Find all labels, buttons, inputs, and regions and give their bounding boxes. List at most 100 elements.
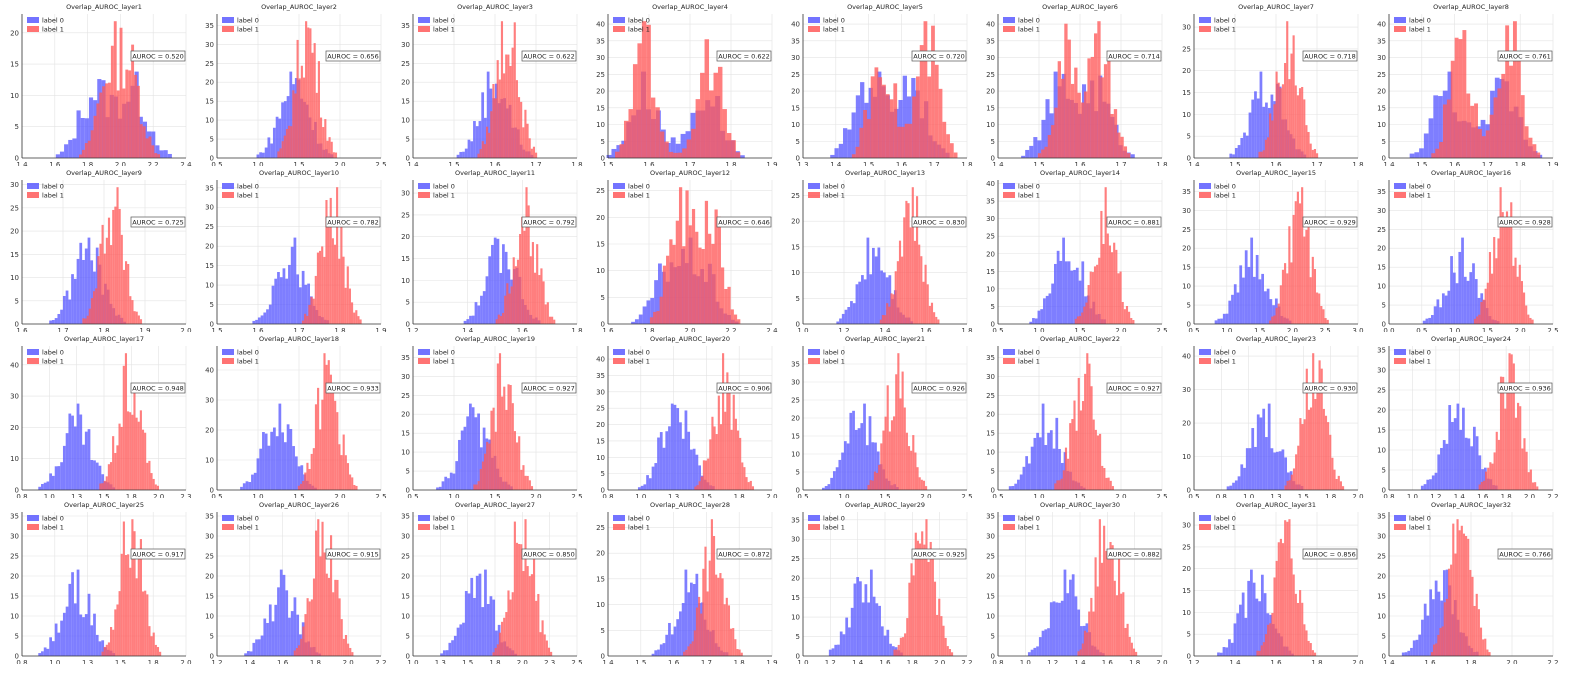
histogram-bar-label-0	[93, 613, 96, 656]
histogram-bar-label-0	[1230, 642, 1234, 656]
histogram-bar-label-1	[536, 593, 539, 656]
x-tick-label: 0.5	[993, 327, 1004, 332]
histogram-bar-label-1	[114, 609, 117, 656]
histogram-bar-label-1	[893, 83, 898, 158]
histogram-bar-label-0	[1249, 569, 1253, 656]
histogram-bar-label-1	[526, 566, 529, 656]
histogram-bar-label-0	[240, 486, 244, 490]
legend-swatch	[222, 524, 235, 530]
histogram-bar-label-1	[1092, 419, 1096, 490]
histogram-bar-label-1	[699, 613, 703, 656]
histogram-bar-label-0	[850, 301, 853, 324]
histogram-bar-label-1	[308, 304, 311, 324]
x-tick-label: 1.8	[1500, 493, 1511, 498]
histogram-bar-label-1	[517, 97, 520, 158]
histogram-bar-label-1	[336, 579, 339, 656]
histogram-bar-label-0	[1266, 288, 1269, 324]
y-tick-label: 10	[1182, 283, 1191, 291]
histogram-bar-label-1	[302, 626, 305, 656]
histogram-bar-label-1	[740, 652, 743, 656]
histogram-bar-label-0	[469, 141, 473, 158]
histogram-bar-label-0	[1028, 463, 1032, 490]
histogram-bar-label-0	[1014, 483, 1018, 490]
y-tick-label: 10	[986, 449, 995, 457]
histogram-bar-label-0	[453, 635, 457, 656]
histogram-bar-label-1	[1105, 477, 1108, 490]
y-tick-label: 35	[401, 354, 410, 362]
histogram-bar-label-0	[468, 403, 472, 490]
histogram-bar-label-1	[1113, 242, 1116, 324]
y-tick-label: 15	[401, 98, 410, 106]
auroc-label: AUROC = 0.830	[913, 219, 965, 227]
histogram-bar-label-1	[312, 298, 315, 324]
histogram-bar-label-1	[715, 434, 718, 490]
histogram-bar-label-1	[148, 136, 152, 158]
x-tick-label: 1.5	[701, 493, 712, 498]
histogram-bar-label-1	[1533, 482, 1536, 490]
histogram-bar-label-0	[1441, 293, 1445, 324]
histogram-bar-label-1	[926, 284, 929, 324]
histogram-bar-label-1	[1290, 558, 1293, 656]
histogram-bar-label-1	[870, 76, 875, 158]
y-tick-label: 15	[205, 262, 214, 270]
histogram-bar-label-1	[521, 465, 525, 490]
histogram-bar-label-1	[646, 24, 651, 158]
histogram-bar-label-0	[673, 404, 677, 490]
histogram-bar-label-1	[534, 600, 537, 656]
histogram-bar-label-0	[68, 413, 72, 490]
histogram-bar-label-0	[1076, 267, 1079, 324]
histogram-bar-label-1	[105, 644, 108, 656]
x-tick-label: 1.6	[896, 161, 908, 166]
histogram-bar-label-0	[479, 447, 483, 490]
y-tick-label: 5	[1186, 133, 1190, 141]
y-tick-label: 35	[1377, 513, 1386, 521]
histogram-bar-label-1	[1081, 102, 1085, 158]
histogram-bar-label-1	[504, 409, 507, 490]
y-tick-label: 30	[986, 215, 995, 223]
histogram-bar-label-0	[1238, 265, 1242, 324]
histogram-bar-label-1	[511, 592, 514, 656]
y-tick-label: 10	[1377, 121, 1386, 129]
histogram-bar-label-1	[141, 429, 145, 490]
x-tick-label: 2.5	[571, 659, 582, 664]
legend-label: label 1	[237, 358, 259, 366]
histogram-bar-label-1	[357, 316, 360, 324]
histogram-bar-label-1	[1309, 143, 1312, 158]
histogram-bar-label-1	[1275, 71, 1278, 158]
histogram-bar-label-1	[118, 591, 121, 656]
histogram-bar-label-1	[131, 414, 134, 490]
legend-swatch	[222, 192, 235, 198]
x-tick-label: 1.8	[489, 659, 500, 664]
histogram-bar-label-1	[623, 120, 629, 158]
histogram-bar-label-1	[319, 556, 322, 656]
histogram-bar-label-1	[290, 126, 293, 158]
histogram-bar-label-1	[1098, 257, 1101, 324]
histogram-bar-label-1	[519, 469, 522, 490]
histogram-bar-label-0	[1434, 472, 1438, 490]
histogram-bar-label-1	[101, 224, 104, 324]
y-tick-label: 15	[596, 437, 605, 445]
x-tick-label: 1.6	[1102, 659, 1114, 664]
auroc-label: AUROC = 0.792	[523, 219, 575, 227]
histogram-bar-label-0	[866, 237, 870, 324]
histogram-bar-label-0	[468, 315, 472, 324]
histogram-bar-label-1	[685, 190, 689, 324]
y-tick-label: 0	[600, 487, 604, 495]
y-tick-label: 5	[210, 136, 214, 144]
histogram-bar-label-0	[87, 593, 91, 656]
histogram-bar-label-1	[313, 578, 316, 656]
x-tick-label: 1.8	[733, 493, 744, 498]
histogram-bar-label-1	[127, 554, 130, 656]
histogram-bar-label-1	[863, 110, 867, 158]
legend-label: label 0	[237, 515, 259, 523]
chart-title: Overlap_AUROC_layer31	[1235, 501, 1315, 509]
y-tick-label: 0	[1381, 653, 1385, 661]
chart-title: Overlap_AUROC_layer17	[64, 335, 144, 343]
histogram-bar-label-1	[908, 582, 911, 656]
y-tick-label: 0	[600, 155, 604, 163]
